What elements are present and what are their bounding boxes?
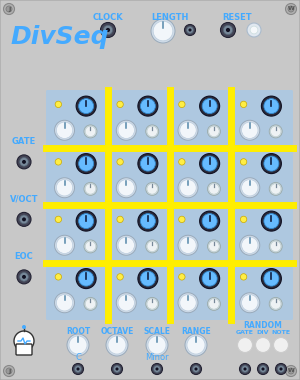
Circle shape bbox=[106, 334, 128, 356]
Circle shape bbox=[200, 154, 220, 174]
Circle shape bbox=[202, 271, 217, 286]
Circle shape bbox=[118, 294, 134, 311]
Circle shape bbox=[247, 23, 261, 37]
Circle shape bbox=[146, 125, 159, 138]
Text: GATE: GATE bbox=[236, 329, 254, 334]
Circle shape bbox=[271, 184, 281, 194]
Circle shape bbox=[261, 269, 281, 288]
Circle shape bbox=[146, 298, 159, 310]
Circle shape bbox=[140, 214, 155, 229]
Circle shape bbox=[147, 299, 158, 309]
Circle shape bbox=[275, 364, 286, 375]
Circle shape bbox=[140, 98, 155, 114]
Circle shape bbox=[202, 156, 217, 171]
Circle shape bbox=[116, 120, 136, 140]
FancyBboxPatch shape bbox=[169, 263, 231, 320]
Text: J: J bbox=[8, 6, 10, 11]
Circle shape bbox=[22, 160, 26, 164]
Circle shape bbox=[269, 125, 282, 138]
Circle shape bbox=[184, 24, 196, 35]
Circle shape bbox=[147, 184, 158, 194]
Circle shape bbox=[178, 120, 198, 140]
FancyBboxPatch shape bbox=[16, 344, 32, 355]
Circle shape bbox=[242, 237, 258, 253]
Circle shape bbox=[153, 21, 173, 41]
Circle shape bbox=[200, 96, 220, 116]
Circle shape bbox=[140, 271, 155, 286]
Circle shape bbox=[240, 235, 260, 255]
Circle shape bbox=[260, 366, 266, 372]
Text: RESET: RESET bbox=[222, 14, 252, 22]
Circle shape bbox=[240, 178, 260, 198]
Circle shape bbox=[84, 182, 97, 195]
Circle shape bbox=[238, 337, 253, 353]
Circle shape bbox=[208, 298, 220, 310]
Circle shape bbox=[148, 336, 166, 354]
Circle shape bbox=[209, 299, 219, 309]
Circle shape bbox=[271, 241, 281, 252]
Circle shape bbox=[116, 367, 118, 370]
FancyBboxPatch shape bbox=[46, 90, 108, 147]
Circle shape bbox=[117, 216, 123, 223]
Circle shape bbox=[76, 269, 96, 288]
Circle shape bbox=[140, 156, 155, 171]
Circle shape bbox=[79, 156, 94, 171]
Circle shape bbox=[242, 366, 248, 372]
Circle shape bbox=[288, 368, 294, 374]
Circle shape bbox=[261, 96, 281, 116]
Circle shape bbox=[264, 214, 279, 229]
Circle shape bbox=[67, 334, 89, 356]
Circle shape bbox=[116, 235, 136, 255]
Text: DivSeq: DivSeq bbox=[10, 25, 109, 49]
Circle shape bbox=[286, 366, 296, 377]
Circle shape bbox=[103, 25, 113, 35]
FancyBboxPatch shape bbox=[231, 205, 293, 263]
Circle shape bbox=[55, 178, 74, 198]
Circle shape bbox=[271, 299, 281, 309]
Text: RANGE: RANGE bbox=[181, 328, 211, 337]
Circle shape bbox=[55, 101, 61, 108]
Circle shape bbox=[240, 293, 260, 313]
Circle shape bbox=[178, 178, 198, 198]
Circle shape bbox=[240, 216, 247, 223]
Circle shape bbox=[261, 154, 281, 174]
Circle shape bbox=[55, 120, 74, 140]
Circle shape bbox=[17, 155, 31, 169]
Circle shape bbox=[152, 364, 163, 375]
Circle shape bbox=[264, 271, 279, 286]
Circle shape bbox=[180, 294, 196, 311]
Circle shape bbox=[240, 159, 247, 165]
Circle shape bbox=[146, 334, 168, 356]
Text: GATE: GATE bbox=[12, 137, 36, 146]
Circle shape bbox=[187, 336, 205, 354]
FancyBboxPatch shape bbox=[46, 147, 108, 205]
Circle shape bbox=[146, 240, 159, 253]
Circle shape bbox=[269, 298, 282, 310]
Circle shape bbox=[76, 154, 96, 174]
Circle shape bbox=[84, 240, 97, 253]
Circle shape bbox=[79, 98, 94, 114]
Circle shape bbox=[257, 364, 268, 375]
FancyBboxPatch shape bbox=[231, 90, 293, 147]
Circle shape bbox=[100, 22, 116, 38]
Circle shape bbox=[55, 159, 61, 165]
Circle shape bbox=[117, 101, 123, 108]
Circle shape bbox=[154, 366, 160, 372]
Circle shape bbox=[85, 126, 96, 136]
Circle shape bbox=[4, 366, 14, 377]
Circle shape bbox=[79, 271, 94, 286]
Circle shape bbox=[209, 184, 219, 194]
Circle shape bbox=[118, 237, 134, 253]
Circle shape bbox=[22, 275, 26, 279]
Circle shape bbox=[84, 125, 97, 138]
Circle shape bbox=[116, 293, 136, 313]
Circle shape bbox=[244, 367, 247, 370]
FancyBboxPatch shape bbox=[108, 263, 169, 320]
Circle shape bbox=[155, 367, 158, 370]
Text: OCTAVE: OCTAVE bbox=[100, 328, 134, 337]
Text: LENGTH: LENGTH bbox=[151, 14, 189, 22]
Circle shape bbox=[194, 367, 197, 370]
Circle shape bbox=[22, 217, 26, 221]
Circle shape bbox=[17, 270, 31, 284]
